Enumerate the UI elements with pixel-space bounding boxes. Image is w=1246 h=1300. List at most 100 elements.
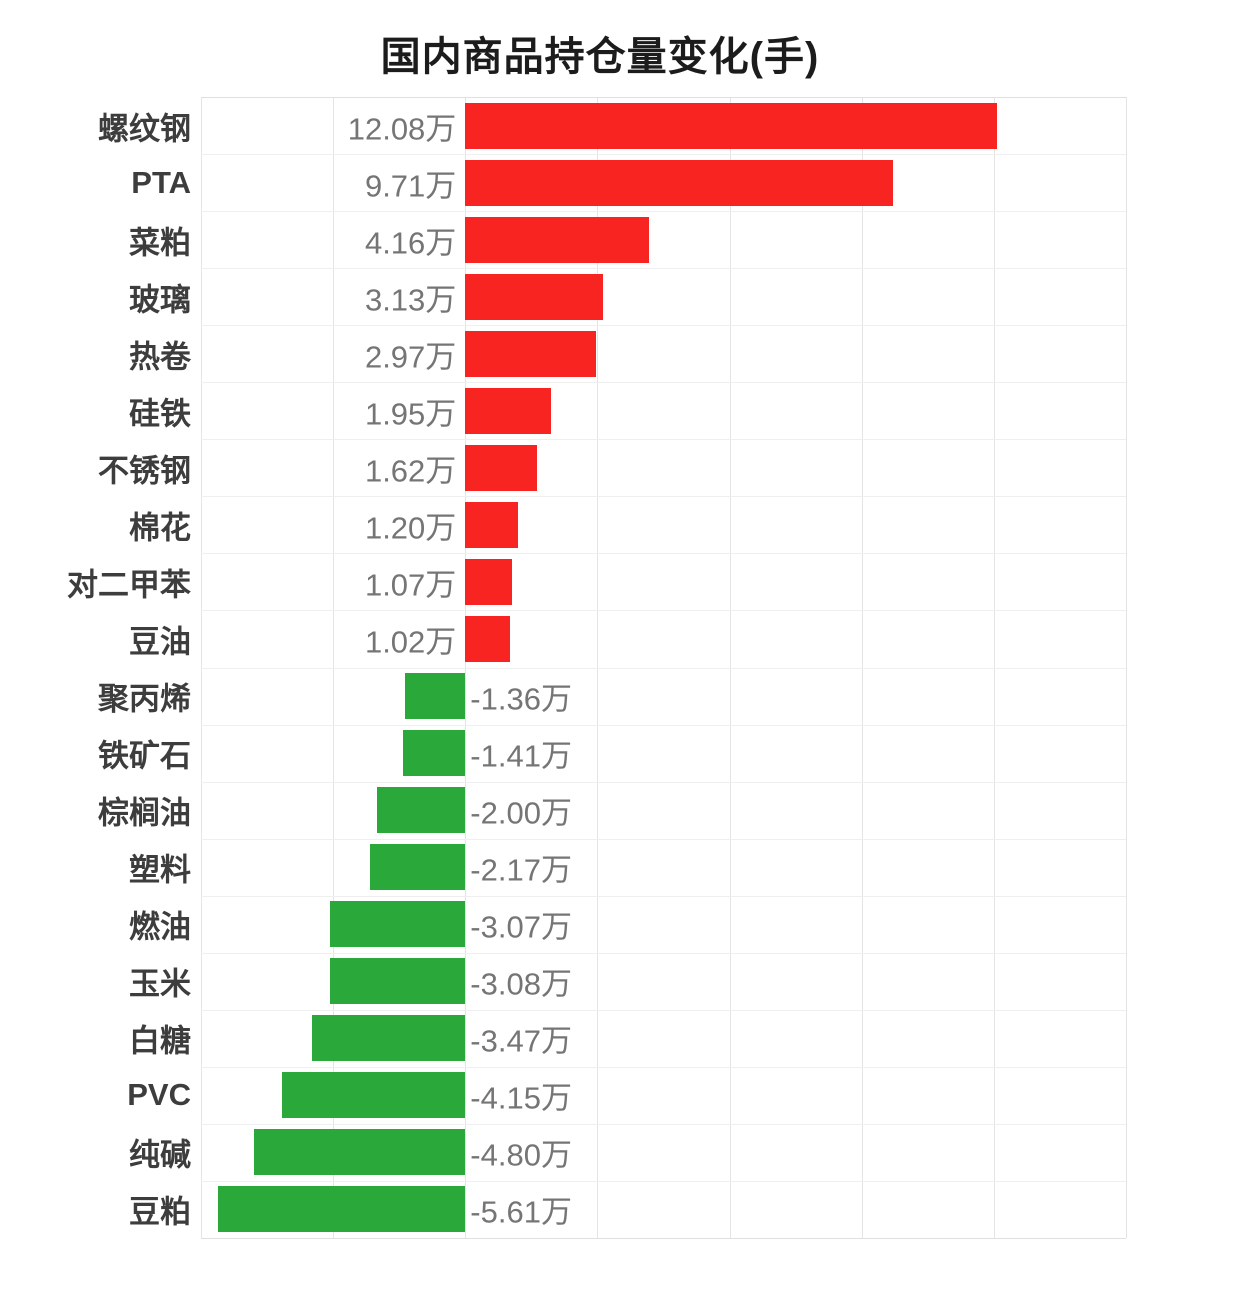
row-separator xyxy=(201,325,1126,327)
row-separator xyxy=(201,268,1126,270)
bar[interactable] xyxy=(329,958,466,1005)
value-label: 1.62万 xyxy=(364,453,457,489)
category-label: PTA xyxy=(131,164,191,200)
row-separator xyxy=(201,1009,1126,1011)
row-separator xyxy=(201,553,1126,555)
value-label: -2.00万 xyxy=(470,795,572,831)
bar[interactable] xyxy=(465,330,597,377)
category-label: 豆油 xyxy=(129,624,191,660)
bar[interactable] xyxy=(330,901,466,948)
value-label: -4.15万 xyxy=(470,1080,572,1116)
value-label: 3.13万 xyxy=(364,282,457,318)
category-label: 硅铁 xyxy=(129,396,191,432)
bar-row: 玻璃 3.13万 xyxy=(129,268,1126,325)
bar[interactable] xyxy=(465,273,604,320)
bar[interactable] xyxy=(312,1015,466,1062)
value-label: 9.71万 xyxy=(364,168,457,204)
category-label: 对二甲苯 xyxy=(67,567,191,603)
category-label: 燃油 xyxy=(129,909,191,945)
bar-row: 棕榈油 -2.00万 xyxy=(98,782,1126,839)
bar-row: 燃油 -3.07万 xyxy=(129,896,1126,953)
category-label: 玉米 xyxy=(129,966,191,1002)
row-separator xyxy=(201,724,1126,726)
bar-row: 菜粕 4.16万 xyxy=(129,211,1126,268)
category-label: 聚丙烯 xyxy=(98,681,191,717)
value-label: -5.61万 xyxy=(470,1194,572,1230)
bar-row: 聚丙烯 -1.36万 xyxy=(98,668,1126,725)
chart-title: 国内商品持仓量变化(手) xyxy=(380,35,820,79)
value-label: -3.07万 xyxy=(470,909,572,945)
bar-row: 不锈钢 1.62万 xyxy=(98,439,1126,496)
bar[interactable] xyxy=(465,159,893,206)
category-label: 铁矿石 xyxy=(98,738,191,774)
category-label: 豆粕 xyxy=(129,1194,191,1230)
row-separator xyxy=(201,667,1126,669)
category-label: 纯碱 xyxy=(129,1137,191,1173)
category-label: 菜粕 xyxy=(129,225,191,261)
bar[interactable] xyxy=(405,673,466,720)
bar[interactable] xyxy=(465,216,649,263)
row-separator xyxy=(201,1238,1126,1239)
bar[interactable] xyxy=(465,387,552,434)
row-separator xyxy=(201,496,1126,498)
value-label: 1.95万 xyxy=(364,396,457,432)
bar-row: 棉花 1.20万 xyxy=(129,496,1126,553)
value-label: -1.36万 xyxy=(470,681,572,717)
bar[interactable] xyxy=(465,444,537,491)
category-label: 棕榈油 xyxy=(98,795,191,831)
category-label: 棉花 xyxy=(129,510,191,546)
row-separator xyxy=(201,1180,1126,1182)
bar-row: 热卷 2.97万 xyxy=(129,325,1126,382)
row-separator xyxy=(201,895,1126,897)
row-separator xyxy=(201,382,1126,384)
bar-row: 塑料 -2.17万 xyxy=(129,839,1126,896)
bar-row: PTA 9.71万 xyxy=(131,154,1126,211)
bar[interactable] xyxy=(403,730,466,777)
bar-row: 对二甲苯 1.07万 xyxy=(67,553,1126,610)
category-label: 塑料 xyxy=(129,852,191,888)
value-label: -3.08万 xyxy=(470,966,572,1002)
bar[interactable] xyxy=(218,1186,466,1233)
bar[interactable] xyxy=(465,615,511,662)
bar-row: 纯碱 -4.80万 xyxy=(129,1124,1126,1181)
bar[interactable] xyxy=(465,501,519,548)
value-label: -2.17万 xyxy=(470,852,572,888)
bar-row: 豆粕 -5.61万 xyxy=(129,1181,1126,1238)
category-label: 热卷 xyxy=(129,339,191,375)
bar[interactable] xyxy=(282,1072,466,1119)
category-label: 白糖 xyxy=(129,1023,191,1059)
bar-row: 白糖 -3.47万 xyxy=(129,1010,1126,1067)
value-label: 1.02万 xyxy=(364,624,457,660)
value-label: 1.07万 xyxy=(364,567,457,603)
bar[interactable] xyxy=(369,844,466,891)
plot-area: 螺纹钢 12.08万 PTA 9.71万菜粕 4.16万玻璃 3.13万热卷 2.97万硅铁… xyxy=(67,97,1127,1239)
bar[interactable] xyxy=(253,1129,466,1176)
bar-row: 硅铁 1.95万 xyxy=(129,382,1126,439)
row-separator xyxy=(201,952,1126,954)
value-label: 1.20万 xyxy=(364,510,457,546)
value-label: -4.80万 xyxy=(470,1137,572,1173)
row-separator xyxy=(201,1066,1126,1068)
bar[interactable] xyxy=(377,787,466,834)
category-label: 玻璃 xyxy=(129,282,191,318)
category-label: PVC xyxy=(127,1077,191,1113)
bar[interactable] xyxy=(465,558,513,605)
value-label: 12.08万 xyxy=(347,111,457,147)
vertical-gridline xyxy=(1126,97,1127,1238)
value-label: -1.41万 xyxy=(470,738,572,774)
row-separator xyxy=(201,439,1126,441)
value-label: 2.97万 xyxy=(364,339,457,375)
row-separator xyxy=(201,838,1126,840)
value-label: 4.16万 xyxy=(364,225,457,261)
row-separator xyxy=(201,154,1126,156)
row-separator xyxy=(201,1123,1126,1125)
value-label: -3.47万 xyxy=(470,1023,572,1059)
category-label: 螺纹钢 xyxy=(98,111,191,147)
bar[interactable] xyxy=(465,102,998,149)
bar-row: 铁矿石 -1.41万 xyxy=(98,725,1126,782)
row-separator xyxy=(201,97,1126,98)
bar-row: 螺纹钢 12.08万 xyxy=(98,97,1126,154)
row-separator xyxy=(201,211,1126,213)
row-separator xyxy=(201,610,1126,612)
